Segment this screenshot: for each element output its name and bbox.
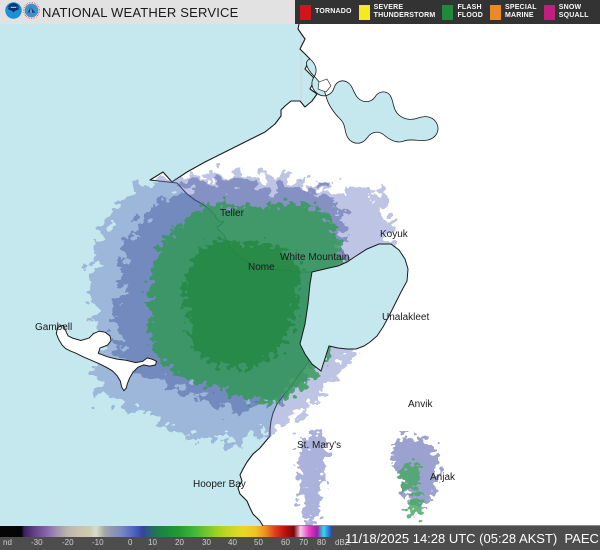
svg-text:White Mountain: White Mountain <box>280 252 349 263</box>
svg-text:Anvik: Anvik <box>408 399 433 410</box>
svg-text:Gambell: Gambell <box>35 322 72 333</box>
svg-text:Teller: Teller <box>220 208 245 219</box>
svg-text:Koyuk: Koyuk <box>380 229 409 240</box>
svg-text:Anjak: Anjak <box>430 472 456 483</box>
svg-text:Nome: Nome <box>248 262 275 273</box>
svg-text:Hooper Bay: Hooper Bay <box>193 479 246 490</box>
svg-text:Unalakleet: Unalakleet <box>382 312 429 323</box>
svg-text:St. Mary's: St. Mary's <box>297 440 341 451</box>
